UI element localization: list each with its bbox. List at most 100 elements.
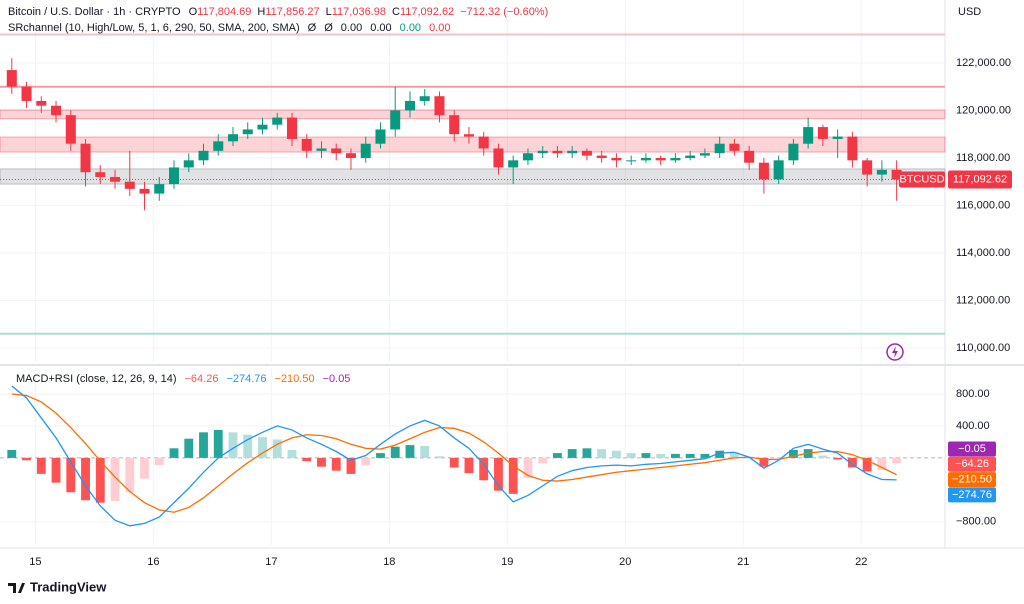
candle-body: [301, 138, 312, 151]
candle-body: [183, 160, 194, 168]
y-tick-label: −800.00: [956, 516, 996, 528]
x-tick-label: 17: [265, 556, 277, 568]
histogram-bar: [700, 453, 710, 458]
value-tag: [948, 472, 996, 488]
histogram-bar: [272, 439, 282, 458]
histogram-bar: [199, 432, 208, 458]
histogram-bar: [302, 457, 312, 462]
y-tick-label: 400.00: [956, 420, 990, 432]
candle-body: [817, 127, 828, 139]
x-tick-label: 16: [147, 556, 159, 568]
indicator-value: 0.00: [400, 22, 421, 34]
candle-body: [685, 155, 696, 158]
histogram-bar: [744, 457, 754, 459]
candle-body: [537, 150, 548, 154]
macd-legend-value: −210.50: [275, 373, 315, 385]
histogram-bar: [22, 457, 31, 461]
candle-body: [36, 100, 47, 106]
indicator-name: SRchannel (10, High/Low, 5, 1, 6, 290, 5…: [8, 22, 300, 34]
candle-body: [257, 124, 268, 130]
candle-body: [640, 157, 651, 161]
candle-body: [80, 143, 91, 173]
x-tick-label: 15: [29, 556, 41, 568]
histogram-bar: [361, 457, 371, 466]
value-tag: [948, 456, 996, 472]
candle-body: [360, 143, 371, 158]
candle-body: [552, 150, 563, 154]
candle-body: [596, 155, 607, 158]
alert-icon[interactable]: [886, 343, 904, 361]
histogram-bar: [51, 457, 61, 483]
histogram-bar: [788, 449, 798, 458]
candle-body: [581, 150, 592, 156]
candle-body: [522, 153, 533, 161]
ohlc-value: 117,856.27: [265, 6, 319, 18]
alert-bolt[interactable]: [892, 346, 898, 358]
plot-layer: 15 16 17 18 19 20 21 22 110,000.00 112,000.00 114,…: [0, 0, 1012, 568]
histogram-bar: [390, 446, 400, 458]
histogram-bar: [66, 457, 76, 493]
currency: USD: [958, 6, 981, 18]
sr-channel: [0, 168, 946, 185]
histogram-bar: [582, 448, 592, 458]
histogram-bar: [331, 457, 341, 471]
candle-body: [154, 184, 165, 194]
candle-body: [847, 136, 858, 161]
candle-body: [758, 162, 769, 180]
y-tick-label: 118,000.00: [956, 152, 1010, 164]
candle-body: [655, 157, 666, 161]
histogram-bar: [420, 445, 430, 458]
histogram-bar: [317, 457, 326, 467]
histogram-bar: [508, 457, 518, 494]
histogram-bar: [715, 450, 725, 458]
histogram-bar: [346, 457, 356, 474]
x-tick-label: 21: [737, 556, 749, 568]
histogram-bar: [376, 453, 385, 458]
logo-text: TradingView: [30, 579, 107, 594]
symbol-tag-text: BTCUSD: [899, 173, 944, 185]
sr-channel: [0, 109, 946, 120]
candle-body: [744, 150, 755, 163]
candle-body: [286, 117, 298, 139]
histogram-bar: [847, 457, 857, 468]
candle-body: [508, 160, 519, 168]
histogram-bar: [258, 437, 267, 458]
candle-body: [65, 115, 76, 144]
x-tick-label: 20: [619, 556, 631, 568]
y-tick-label: 110,000.00: [956, 342, 1010, 354]
alert-circle[interactable]: [886, 343, 904, 361]
candle-body: [493, 148, 504, 168]
macd-legend-value: −64.26: [184, 373, 218, 385]
indicator-value: 0.00: [341, 22, 362, 34]
histogram-bar: [567, 449, 577, 458]
candle-body: [832, 136, 843, 139]
price-tag: [948, 170, 1012, 189]
histogram-bar: [494, 457, 503, 491]
y-tick-label: 116,000.00: [956, 199, 1010, 211]
ohlc-value: 117,036.98: [332, 6, 386, 18]
value-tag-text: −64.26: [955, 458, 989, 470]
histogram-bar: [110, 457, 120, 502]
x-tick-label: 18: [383, 556, 395, 568]
candle-body: [124, 181, 135, 189]
histogram-bar: [449, 457, 459, 468]
histogram-bar: [140, 457, 149, 479]
histogram-bar: [184, 438, 194, 458]
histogram-bar: [862, 457, 872, 472]
histogram-bar: [597, 449, 607, 458]
histogram-bar: [641, 453, 651, 458]
histogram-bar: [892, 457, 902, 464]
price-tag-text: 117,092.62: [953, 173, 1007, 185]
candle-body: [345, 153, 356, 158]
histogram-bar: [523, 457, 533, 478]
candle-body: [419, 96, 430, 101]
macd-legend-value: −0.05: [323, 373, 351, 385]
ohlc-letter: L: [326, 6, 332, 18]
candle-body: [272, 117, 283, 125]
value-tag-text: −0.05: [958, 443, 986, 455]
candle-body: [51, 105, 62, 116]
candle-body: [242, 129, 253, 135]
indicator-value: Ø: [308, 22, 317, 34]
ohlc-value: 117,804.69: [197, 6, 251, 18]
histogram-bar: [287, 449, 297, 458]
